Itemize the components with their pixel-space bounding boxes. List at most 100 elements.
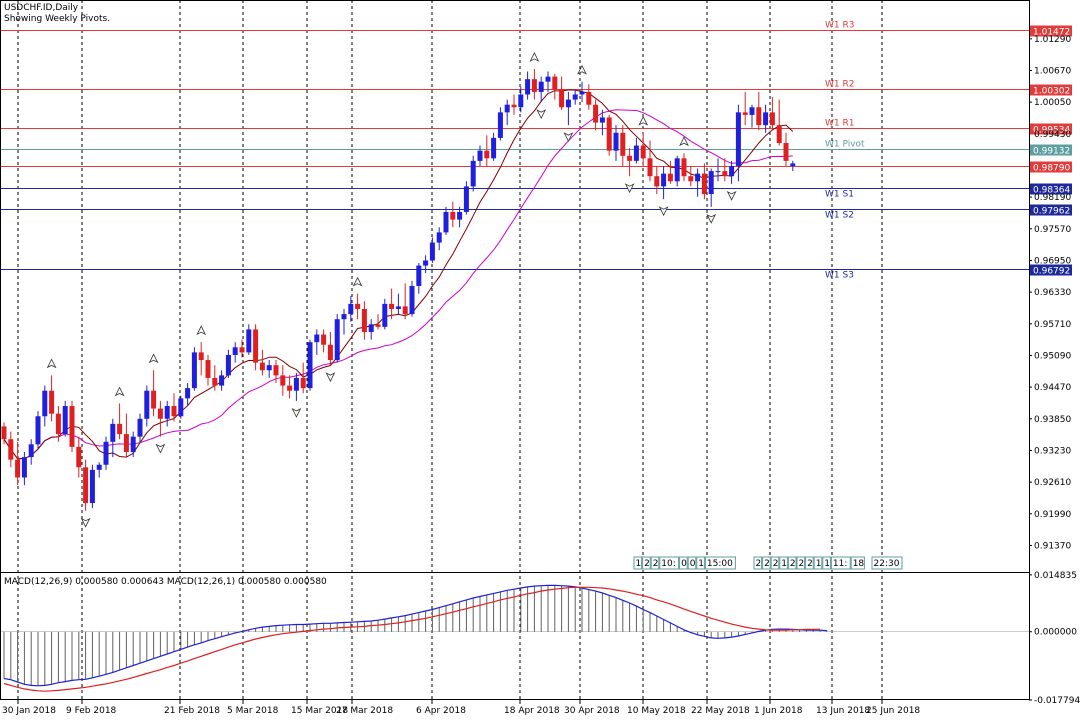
- session-b-box: [779, 556, 788, 570]
- candle-body: [321, 334, 327, 345]
- candle-body: [389, 303, 395, 309]
- candle-body: [620, 132, 626, 156]
- session-b-box: [830, 556, 851, 570]
- macd-main-line: [3, 584, 827, 687]
- date-tick-label: 10 May 2018: [627, 706, 686, 716]
- date-tick-label: 13 Jun 2018: [816, 706, 870, 716]
- fractal-down-arrow: [658, 206, 669, 217]
- candle-body: [42, 390, 48, 417]
- macd-signal-line: [3, 586, 820, 692]
- pivot-price-box: [1030, 144, 1072, 156]
- candle-body: [178, 398, 184, 417]
- fractal-down-arrow: [325, 372, 336, 383]
- fractal-down-arrow: [155, 443, 166, 454]
- candle-body: [185, 388, 191, 399]
- session-a-text: 10:: [661, 559, 675, 569]
- candle-body: [266, 365, 272, 371]
- candle-body: [484, 150, 490, 159]
- session-a-box: [650, 556, 660, 570]
- candle-body: [62, 406, 68, 435]
- candle-body: [273, 365, 279, 376]
- session-b-text: 18: [853, 559, 865, 569]
- pivot-name: W1 Pivot: [825, 140, 865, 150]
- candle-body: [497, 112, 503, 138]
- candle-body: [688, 176, 694, 182]
- candle-body: [164, 406, 170, 419]
- candle-body: [729, 165, 735, 177]
- candle-body: [790, 163, 796, 166]
- candle-body: [606, 117, 612, 151]
- candle-body: [55, 413, 61, 435]
- candle-body: [647, 158, 653, 177]
- session-b-text: 11:: [833, 559, 847, 569]
- candle-body: [491, 137, 497, 159]
- session-a-text: 0: [690, 559, 696, 569]
- price-tick-label: 0.98190: [1034, 193, 1071, 203]
- candle-body: [300, 377, 306, 389]
- pivot-price-box: [1030, 204, 1072, 216]
- candle-body: [123, 434, 129, 452]
- session-b-box: [770, 556, 780, 570]
- fractal-up-arrow: [114, 386, 125, 397]
- session-a-box: [704, 556, 736, 570]
- macd-tick-label: 0.000000: [1034, 628, 1077, 638]
- session-b-text: 2: [799, 559, 805, 569]
- price-tick-label: 0.91990: [1034, 510, 1071, 520]
- candle-body: [219, 375, 225, 386]
- fractal-up-arrow: [577, 64, 587, 75]
- pivot-price-box: [1030, 123, 1072, 135]
- candle-body: [198, 352, 204, 361]
- macd-tick-label: -0.017794: [1034, 696, 1080, 706]
- date-tick-label: 30 Apr 2018: [564, 706, 620, 716]
- session-b-text: 2: [773, 559, 779, 569]
- candle-body: [436, 232, 442, 243]
- candle-body: [429, 242, 435, 261]
- candle-body: [259, 362, 265, 371]
- candle-body: [89, 469, 95, 504]
- fractal-up-arrow: [46, 358, 57, 369]
- session-a-text: 2: [653, 559, 659, 569]
- date-axis-labels: 30 Jan 2018 9 Feb 2018 21 Feb 2018 5 Mar 20…: [2, 706, 920, 716]
- candle-body: [695, 173, 701, 182]
- candle-body: [307, 342, 313, 389]
- candle-body: [504, 104, 510, 113]
- fractal-down-arrow: [291, 408, 302, 418]
- session-a-text: 15:00: [707, 559, 733, 569]
- axes: [0, 0, 1032, 704]
- macd-tick-label: 0.014835: [1034, 571, 1077, 581]
- candle-body: [157, 408, 163, 419]
- candle-body: [35, 416, 41, 445]
- candle-body: [783, 143, 789, 161]
- candle-body: [708, 171, 714, 195]
- session-b-text: 2: [764, 559, 770, 569]
- session-b-text: 1: [781, 559, 787, 569]
- candle-body: [205, 360, 211, 378]
- pivot-name: W1 S3: [825, 271, 854, 281]
- session-boxes: 1 2 2 10: 0 0 1 15:00 2 2 2 1 2 2 2 1 1 11: 18 22:30: [633, 556, 903, 570]
- price-tick-label: 0.97570: [1034, 225, 1071, 235]
- fractal-down-arrow: [706, 213, 717, 224]
- session-b-box: [805, 556, 814, 570]
- candle-body: [722, 171, 728, 177]
- price-tick-label: 0.91370: [1034, 541, 1071, 551]
- fractal-down-arrow: [80, 517, 91, 528]
- date-tick-label: 9 Feb 2018: [66, 706, 117, 716]
- candle-body: [667, 173, 673, 182]
- session-b-box: [813, 556, 823, 570]
- session-a-box: [659, 556, 680, 570]
- macd-panel: [0, 584, 1029, 692]
- candle-body: [586, 91, 592, 105]
- pivot-price-label: 0.98364: [1033, 186, 1070, 196]
- candle-body: [1, 426, 7, 440]
- candle-body: [742, 112, 748, 115]
- candle-body: [749, 107, 755, 115]
- session-b-text: 2: [790, 559, 796, 569]
- candle-body: [763, 112, 769, 126]
- session-b-box: [753, 556, 763, 570]
- candle-body: [443, 211, 449, 233]
- session-c-text: 22:30: [874, 559, 900, 569]
- candle-body: [314, 334, 320, 343]
- candle-body: [69, 406, 75, 447]
